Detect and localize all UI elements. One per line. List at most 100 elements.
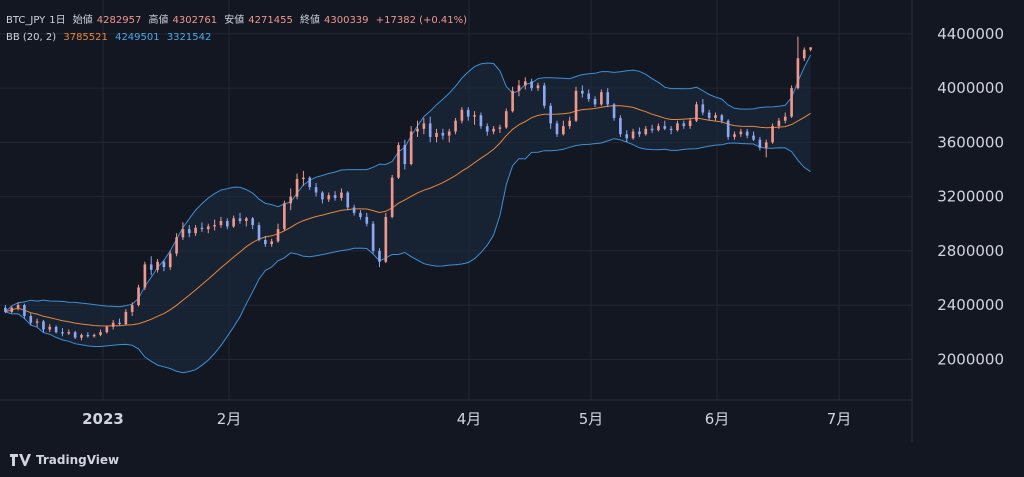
candle (308, 176, 312, 190)
candle (118, 318, 121, 326)
candle (194, 225, 197, 236)
candle-body (118, 322, 121, 325)
candle (73, 330, 77, 339)
candle (454, 117, 457, 135)
candle (80, 333, 83, 341)
candle-body (530, 81, 533, 89)
candle (663, 120, 667, 131)
candle (701, 98, 705, 116)
candle-body (587, 93, 591, 99)
candle-body (409, 131, 413, 165)
candle (168, 250, 172, 270)
candle-body (631, 131, 635, 139)
candle (42, 320, 45, 333)
candle (251, 216, 254, 230)
candle-body (638, 131, 641, 135)
candle (92, 333, 96, 338)
candle (447, 128, 451, 143)
candle (688, 117, 692, 129)
candle (682, 120, 686, 129)
bb-lower-line (5, 138, 811, 374)
candle-body (54, 326, 58, 333)
symbol-label[interactable]: BTC_JPY (6, 15, 46, 26)
candle-body (48, 326, 52, 330)
candle-body (720, 115, 724, 121)
candle-body (29, 315, 33, 323)
candle-body (162, 261, 166, 268)
candle-body (225, 221, 229, 227)
candle-body (264, 240, 267, 245)
candle-body (187, 229, 191, 234)
candle-body (568, 120, 571, 127)
y-tick-label: 3600000 (937, 133, 1004, 151)
bb-lower-value: 3321542 (166, 32, 212, 43)
candle (333, 191, 337, 201)
candle-body (758, 139, 762, 148)
candle (4, 305, 7, 314)
candle-body (245, 218, 248, 222)
candle (523, 77, 527, 90)
candle-body (270, 241, 274, 245)
candle-body (16, 305, 20, 308)
x-tick-label: 5月 (579, 410, 604, 428)
candle (707, 109, 711, 121)
candle-body (384, 216, 388, 262)
candle-body (156, 261, 159, 270)
bb-label[interactable]: BB (20, 2) (6, 32, 57, 43)
candle (130, 302, 134, 316)
candle-body (492, 128, 495, 132)
y-tick-label: 3200000 (937, 188, 1004, 206)
candle-body (466, 109, 470, 117)
low-value: 4271455 (248, 15, 293, 26)
candle (327, 192, 331, 203)
candle-body (359, 212, 362, 217)
candle-body (733, 134, 736, 137)
interval-label[interactable]: 1日 (49, 15, 66, 26)
candle (428, 116, 432, 143)
candle (644, 126, 648, 136)
candle-body (321, 192, 324, 200)
candle (638, 127, 641, 137)
candle-body (809, 47, 812, 50)
candle (200, 222, 204, 232)
candle-body (61, 332, 64, 334)
candle-body (460, 109, 464, 121)
candle-body (378, 250, 381, 262)
candlestick-series[interactable] (4, 36, 812, 341)
candle (676, 120, 679, 132)
candle-body (669, 128, 673, 131)
candle-body (168, 253, 172, 268)
y-tick-label: 2800000 (937, 242, 1004, 260)
y-axis-labels[interactable]: 4400000 4000000 3600000 3200000 2800000 24000… (937, 25, 1004, 368)
candle-body (644, 128, 648, 135)
candle (498, 124, 502, 133)
x-axis-labels[interactable]: 2023 2月 4月 5月 6月 7月 (82, 410, 851, 428)
candle (542, 82, 546, 109)
bb-upper-value: 4249501 (115, 32, 160, 43)
candle (581, 85, 584, 98)
candle-body (175, 237, 178, 254)
candle (23, 303, 26, 319)
candle (612, 103, 616, 121)
candle-body (511, 90, 514, 112)
candle-body (682, 123, 686, 127)
candle-body (99, 332, 102, 335)
candle (54, 325, 58, 334)
candle-body (790, 88, 793, 117)
candle (232, 215, 235, 228)
candle (340, 188, 343, 201)
candle-body (416, 128, 419, 132)
candle (238, 212, 242, 224)
candle (111, 320, 115, 330)
candle (669, 126, 673, 135)
candle (568, 116, 571, 129)
candle-body (574, 90, 578, 121)
candle-body (650, 128, 654, 131)
open-label: 始値 (72, 15, 93, 26)
candle (536, 82, 540, 91)
candle (473, 111, 476, 125)
candle (549, 103, 552, 129)
candle-body (542, 85, 546, 106)
tradingview-logo[interactable]: TradingView (10, 452, 119, 468)
